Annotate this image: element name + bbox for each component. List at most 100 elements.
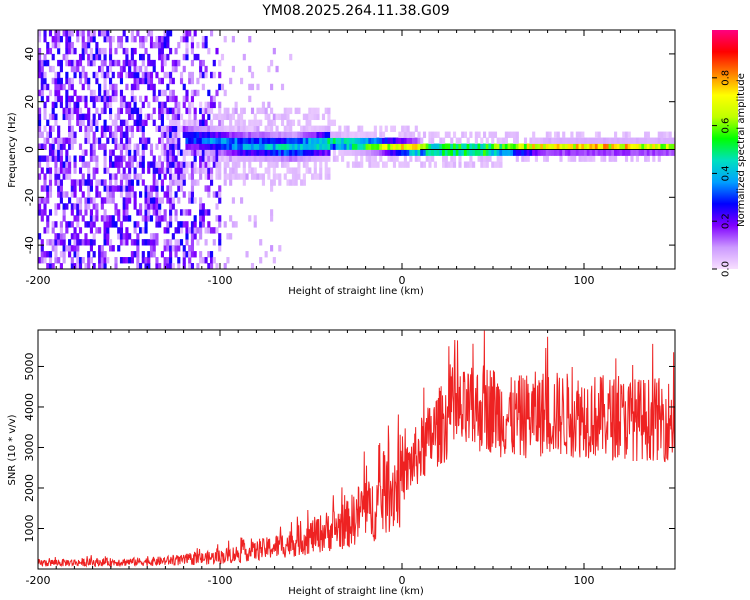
heatmap-cell	[193, 167, 197, 174]
heatmap-cell	[87, 179, 91, 186]
heatmap-cell	[321, 155, 326, 162]
heatmap-cell	[68, 131, 72, 138]
heatmap-cell	[575, 143, 579, 150]
heatmap-cell	[81, 53, 85, 61]
heatmap-cell	[461, 149, 465, 156]
heatmap-cell	[215, 47, 219, 55]
heatmap-cell	[193, 89, 197, 97]
heatmap-cell	[108, 179, 113, 186]
heatmap-cell	[209, 30, 214, 37]
heatmap-cell	[654, 149, 659, 156]
heatmap-cell	[155, 233, 159, 240]
heatmap-cell	[297, 107, 301, 115]
heatmap-cell	[78, 167, 83, 174]
heatmap-cell	[215, 125, 219, 132]
heatmap-cell	[68, 101, 72, 109]
heatmap-cell	[78, 203, 83, 210]
heatmap-cell	[485, 143, 489, 150]
heatmap-cell	[422, 161, 427, 168]
heatmap-cell	[199, 101, 203, 109]
heatmap-cell	[272, 179, 276, 186]
heatmap-cell	[166, 191, 170, 198]
heatmap-cell	[507, 131, 511, 138]
heatmap-cell	[335, 143, 339, 150]
heatmap-cell	[169, 197, 173, 204]
heatmap-cell	[289, 143, 293, 150]
heatmap-cell	[103, 161, 107, 168]
heatmap-cell	[215, 191, 219, 198]
heatmap-cell	[387, 143, 391, 150]
heatmap-cell	[57, 191, 61, 198]
heatmap-cell	[62, 161, 66, 168]
heatmap-cell	[119, 233, 124, 240]
heatmap-cell	[204, 137, 208, 144]
heatmap-cell	[169, 161, 173, 168]
heatmap-cell	[163, 131, 167, 138]
heatmap-cell	[78, 263, 83, 269]
heatmap-cell	[196, 143, 200, 150]
heatmap-cell	[190, 251, 195, 258]
heatmap-cell	[406, 149, 410, 156]
heatmap-cell	[417, 149, 421, 156]
heatmap-cell	[605, 137, 609, 144]
heatmap-cell	[294, 131, 298, 138]
heatmap-cell	[272, 137, 276, 144]
heatmap-cell	[242, 161, 246, 168]
heatmap-cell	[78, 209, 83, 216]
heatmap-cell	[89, 209, 93, 216]
heatmap-cell	[605, 149, 609, 156]
heatmap-cell	[619, 149, 623, 156]
heatmap-cell	[654, 137, 659, 144]
heatmap-cell	[163, 155, 167, 162]
heatmap-cell	[253, 125, 257, 132]
heatmap-cell	[376, 137, 380, 144]
heatmap-cell	[504, 137, 508, 144]
heatmap-cell	[133, 101, 137, 109]
heatmap-cell	[59, 221, 63, 228]
heatmap-cell	[81, 30, 85, 37]
heatmap-cell	[185, 161, 189, 168]
heatmap-cell	[92, 119, 96, 127]
heatmap-cell	[308, 149, 312, 156]
heatmap-cell	[319, 149, 323, 156]
heatmap-cell	[98, 227, 102, 234]
heatmap-cell	[330, 137, 334, 144]
heatmap-cell	[160, 167, 164, 174]
heatmap-cell	[40, 59, 44, 67]
heatmap-cell	[548, 131, 552, 138]
heatmap-cell	[373, 161, 377, 168]
heatmap-cell	[51, 107, 55, 115]
heatmap-cell	[229, 173, 233, 180]
heatmap-cell	[199, 251, 203, 258]
heatmap-cell	[381, 137, 386, 144]
heatmap-cell	[108, 77, 113, 85]
heatmap-cell	[504, 149, 508, 156]
heatmap-cell	[136, 257, 140, 264]
heatmap-cell	[199, 161, 203, 168]
heatmap-cell	[169, 107, 173, 115]
heatmap-cell	[152, 155, 156, 162]
heatmap-cell	[76, 245, 80, 252]
heatmap-cell	[234, 131, 238, 138]
heatmap-cell	[89, 215, 93, 222]
heatmap-cell	[139, 53, 143, 61]
heatmap-cell	[294, 155, 298, 162]
heatmap-cell	[433, 131, 437, 138]
heatmap-cell	[188, 251, 192, 258]
heatmap-cell	[218, 137, 222, 144]
heatmap-cell	[166, 227, 170, 234]
heatmap-cell	[267, 65, 271, 73]
heatmap-cell	[209, 95, 214, 103]
heatmap-cell	[414, 155, 418, 162]
heatmap-cell	[365, 149, 369, 156]
heatmap-cell	[229, 119, 233, 127]
heatmap-cell	[250, 263, 255, 269]
heatmap-cell	[414, 149, 418, 156]
heatmap-cell	[379, 137, 383, 144]
heatmap-cell	[62, 113, 66, 121]
heatmap-cell	[48, 173, 53, 180]
heatmap-cell	[534, 149, 538, 156]
heatmap-cell	[76, 215, 80, 222]
heatmap-cell	[89, 47, 93, 55]
heatmap-cell	[392, 137, 397, 144]
